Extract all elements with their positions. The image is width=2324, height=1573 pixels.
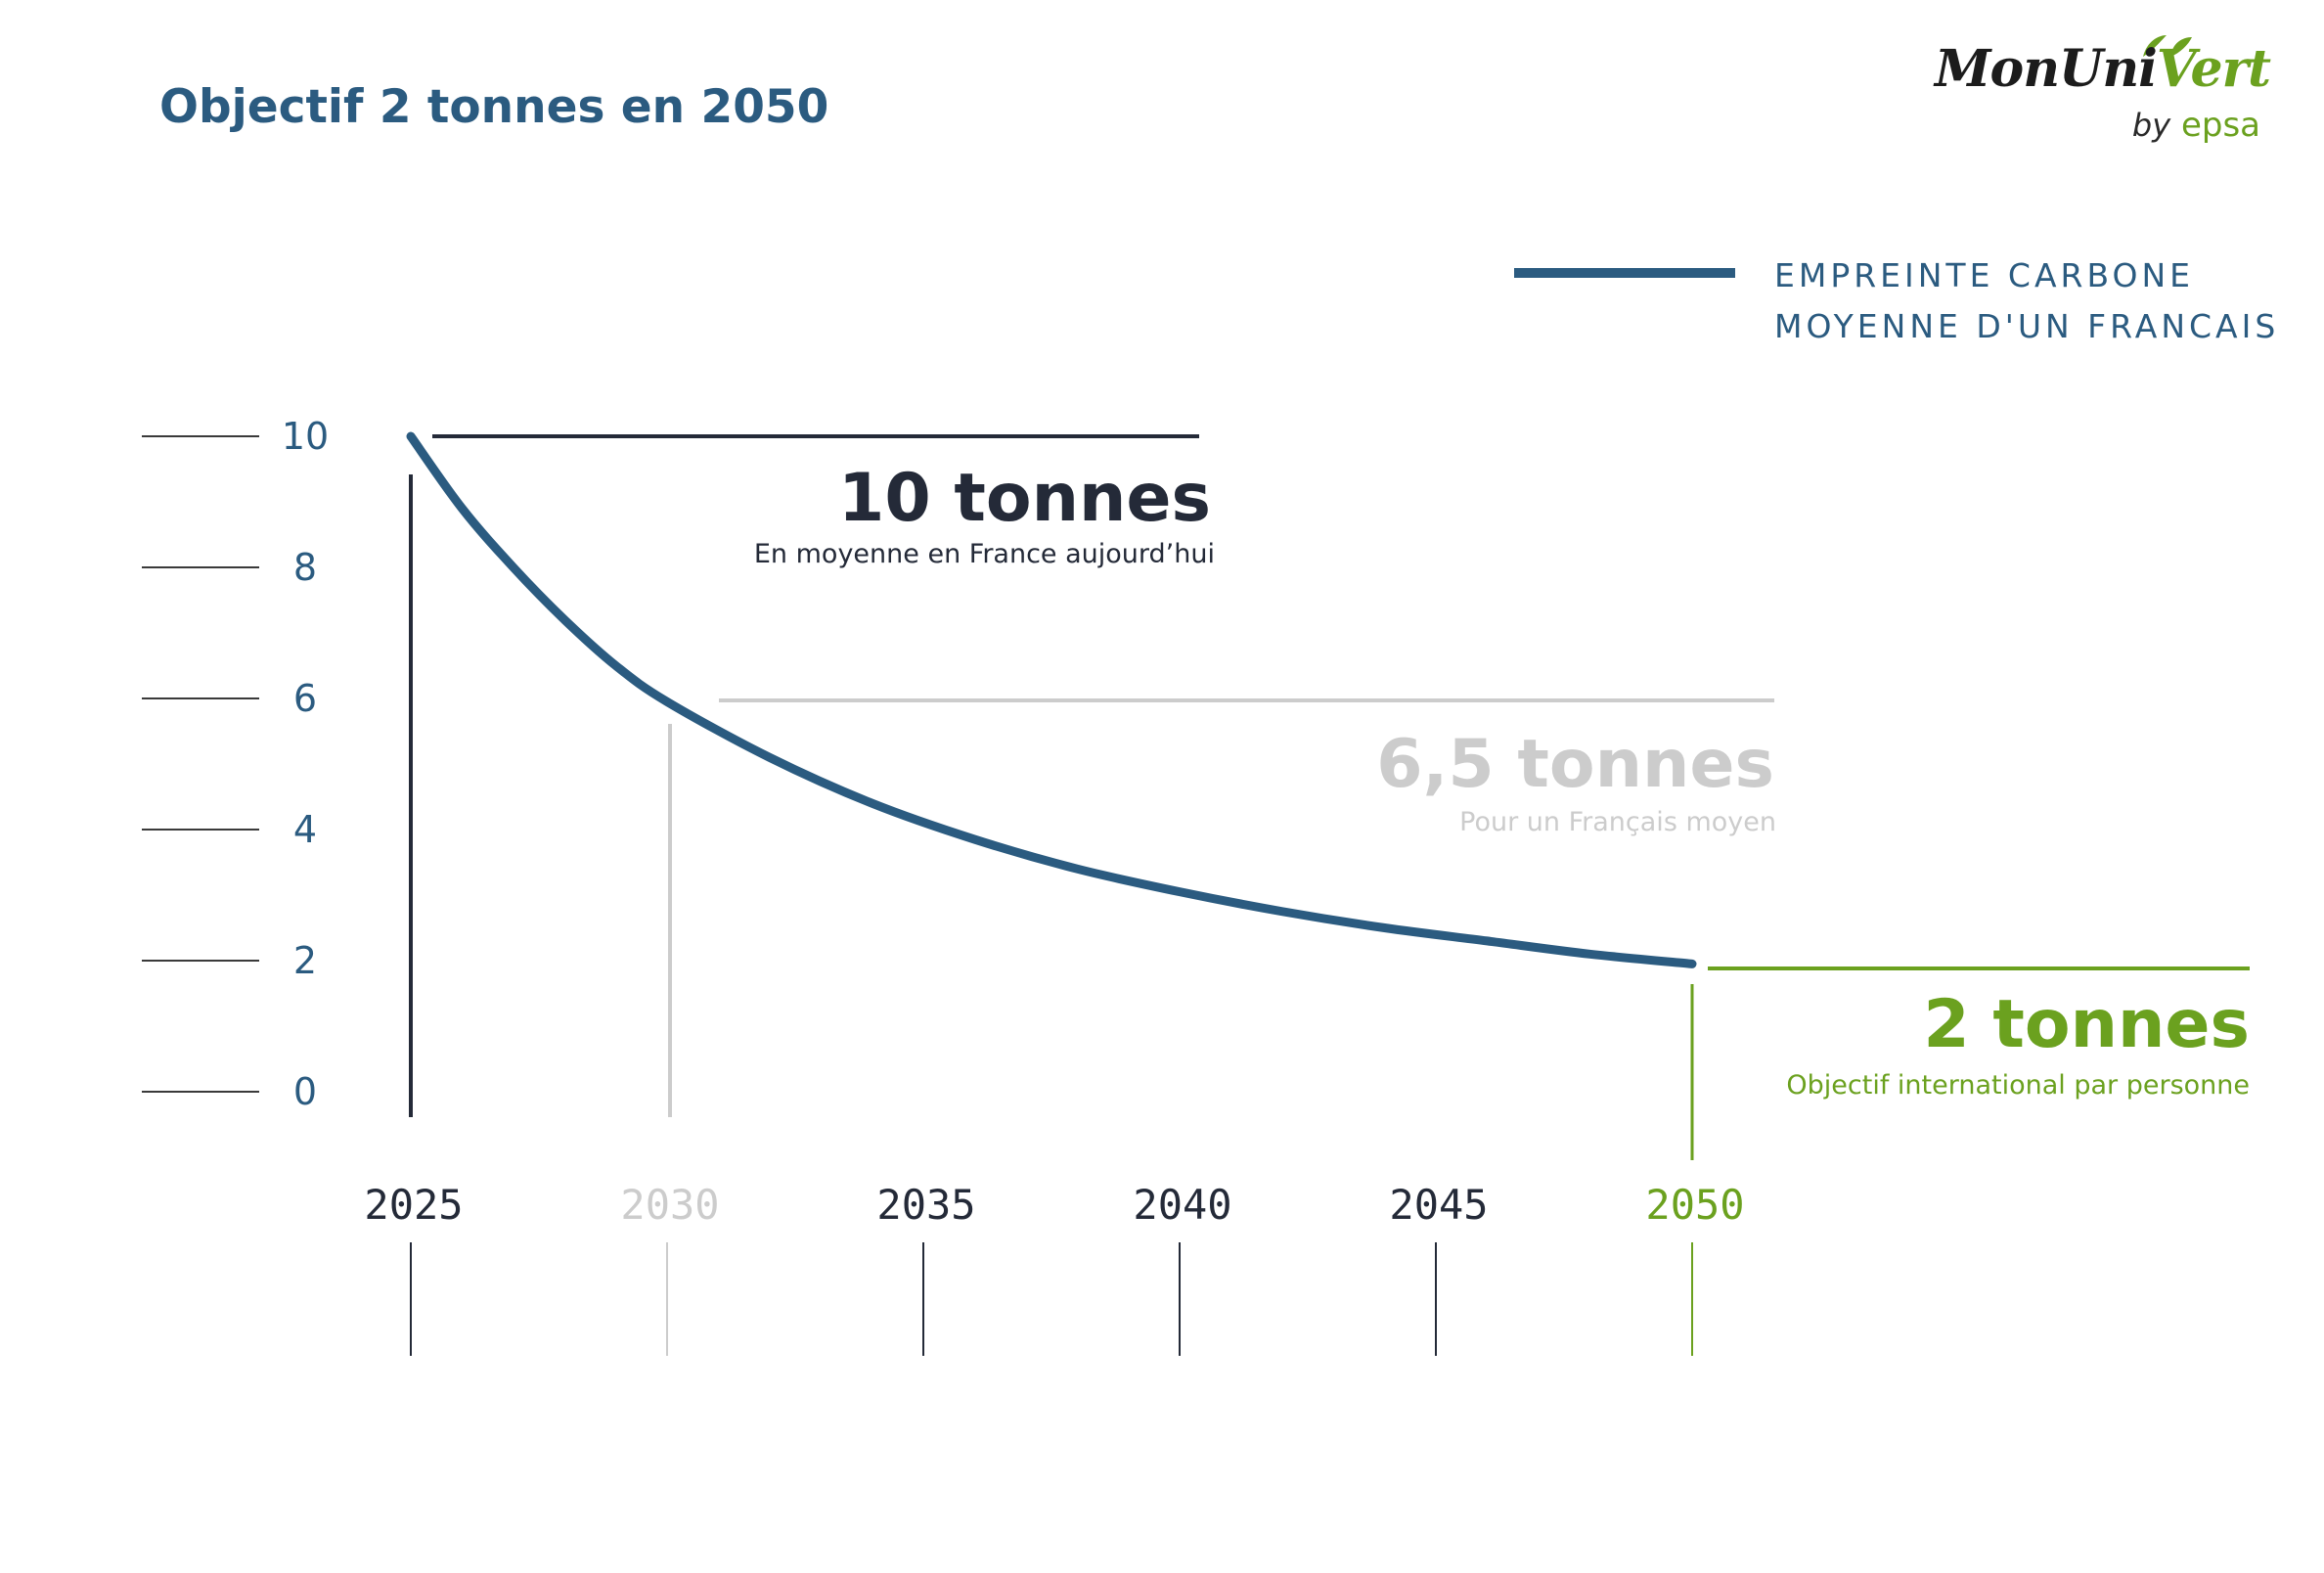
logo-company-text: epsa bbox=[2180, 106, 2260, 145]
logo-accent-text: Vert bbox=[2156, 39, 2271, 99]
series-line-empreinte-carbone bbox=[406, 431, 1697, 968]
y-tick-label: 6 bbox=[293, 677, 317, 720]
annotation-caption: Objectif international par personne bbox=[1786, 1070, 2250, 1101]
chart-title: Objectif 2 tonnes en 2050 bbox=[159, 80, 829, 134]
y-tick-label: 0 bbox=[293, 1070, 317, 1113]
legend-label: EMPREINTE CARBONE MOYENNE D'UN FRANCAIS bbox=[1774, 256, 2280, 345]
y-tick-label: 8 bbox=[293, 546, 317, 589]
annotation-value: 6,5 tonnes bbox=[1376, 726, 1774, 803]
annotation-value: 10 tonnes bbox=[838, 460, 1211, 537]
y-tick-label: 10 bbox=[282, 415, 329, 458]
annotation-caption: Pour un Français moyen bbox=[1459, 807, 1776, 837]
x-tick-label: 2050 bbox=[1645, 1181, 1744, 1229]
x-tick-label: 2025 bbox=[364, 1181, 463, 1229]
annotation-caption: En moyenne en France aujourd’hui bbox=[754, 539, 1215, 569]
logo-subline: by epsa bbox=[2132, 106, 2260, 145]
logo-wordmark: MonUniVert bbox=[1934, 39, 2271, 99]
x-tick-label: 2035 bbox=[876, 1181, 975, 1229]
logo-main-text: MonUni bbox=[1934, 39, 2158, 99]
x-tick-label: 2045 bbox=[1389, 1181, 1488, 1229]
y-tick-label: 2 bbox=[293, 939, 317, 982]
y-tick-label: 4 bbox=[293, 808, 317, 851]
x-tick-label: 2040 bbox=[1133, 1181, 1231, 1229]
annotation-value: 2 tonnes bbox=[1923, 986, 2250, 1063]
brand-logo: MonUniVert by epsa bbox=[1912, 35, 2284, 157]
legend-line-swatch bbox=[1514, 268, 1735, 278]
leaf-icon bbox=[2143, 35, 2192, 57]
logo-by-text: by bbox=[2131, 107, 2171, 144]
x-tick-label: 2030 bbox=[620, 1181, 719, 1229]
